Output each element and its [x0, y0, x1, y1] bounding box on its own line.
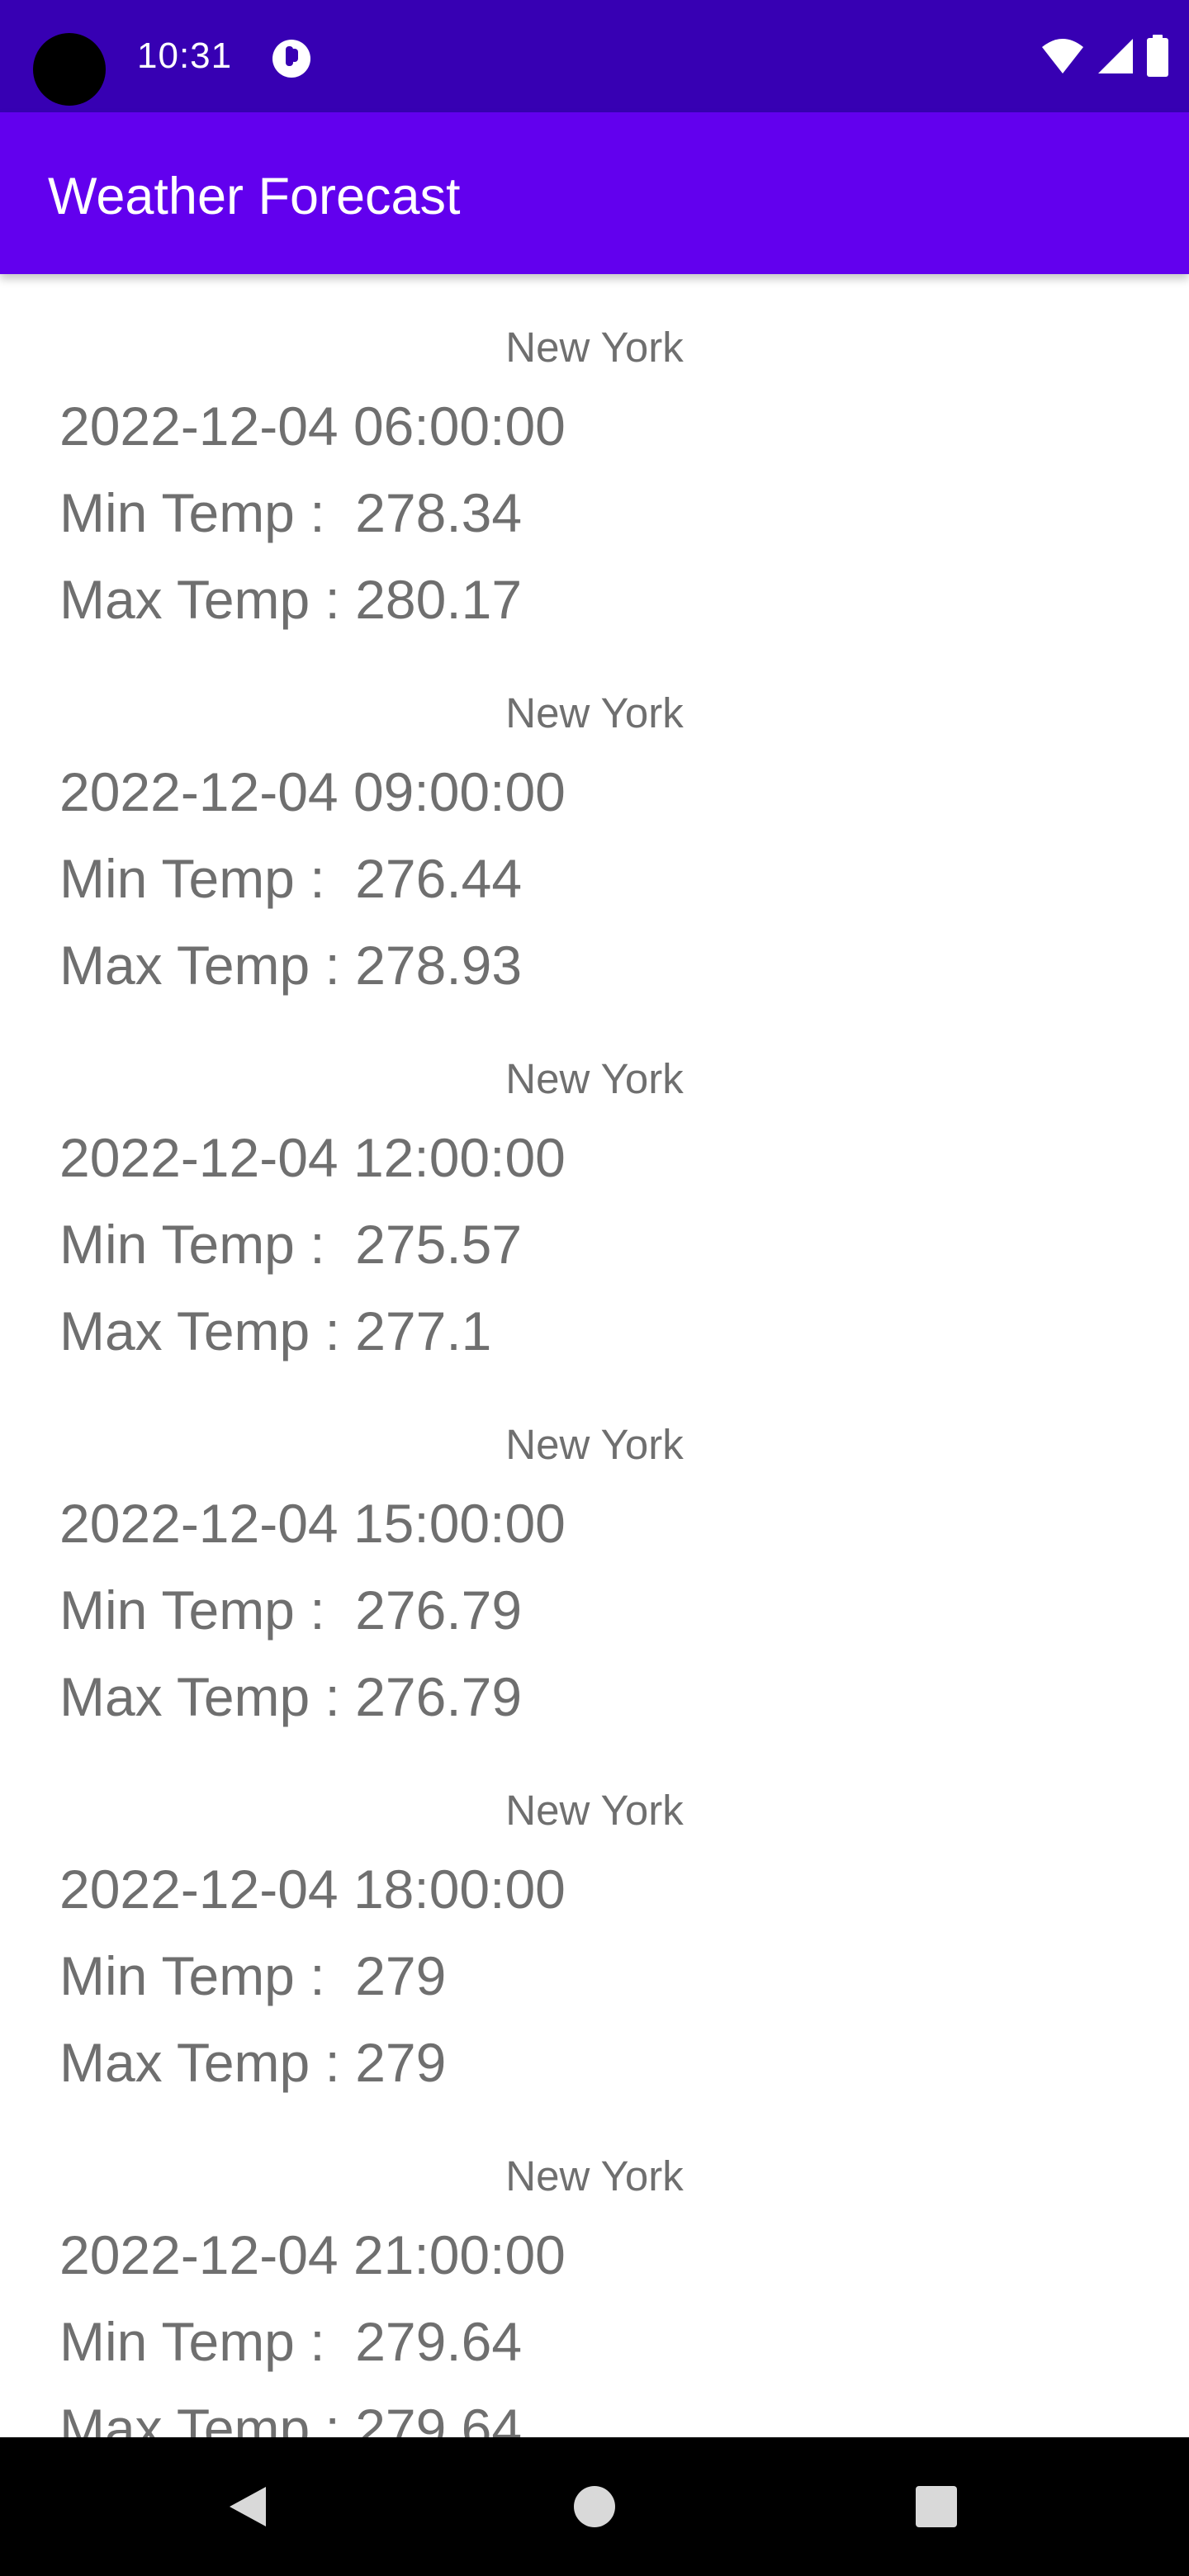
min-temp: Min Temp : 279.64: [59, 2311, 523, 2372]
city-name: New York: [505, 324, 684, 371]
cell-signal-icon: [1098, 39, 1133, 73]
min-temp: Min Temp : 276.79: [59, 1579, 523, 1641]
forecast-date: 2022-12-04 15:00:00: [59, 1493, 566, 1554]
forecast-item[interactable]: New York 2022-12-04 15:00:00 Min Temp : …: [0, 1371, 1189, 1737]
status-icons: [1040, 31, 1169, 81]
max-temp: Max Temp : 279.64: [59, 2398, 523, 2437]
recents-button[interactable]: [854, 2437, 1019, 2576]
min-temp: Min Temp : 276.44: [59, 848, 523, 909]
forecast-list[interactable]: New York 2022-12-04 06:00:00 Min Temp : …: [0, 274, 1189, 2437]
forecast-date: 2022-12-04 21:00:00: [59, 2224, 566, 2285]
forecast-item[interactable]: New York 2022-12-04 21:00:00 Min Temp : …: [0, 2103, 1189, 2437]
forecast-item[interactable]: New York 2022-12-04 09:00:00 Min Temp : …: [0, 640, 1189, 1006]
max-temp: Max Temp : 277.1: [59, 1300, 492, 1361]
app-title: Weather Forecast: [48, 168, 461, 225]
max-temp: Max Temp : 278.93: [59, 935, 523, 996]
status-time: 10:31: [137, 36, 233, 76]
status-bar: 10:31: [0, 0, 1189, 112]
back-button[interactable]: [165, 2437, 330, 2576]
forecast-item[interactable]: New York 2022-12-04 06:00:00 Min Temp : …: [0, 274, 1189, 640]
max-temp: Max Temp : 276.79: [59, 1666, 523, 1727]
forecast-date: 2022-12-04 12:00:00: [59, 1127, 566, 1188]
max-temp: Max Temp : 280.17: [59, 569, 523, 630]
forecast-date: 2022-12-04 18:00:00: [59, 1859, 566, 1920]
back-icon: [230, 2487, 266, 2526]
app-bar: Weather Forecast: [0, 112, 1189, 274]
max-temp: Max Temp : 279: [59, 2032, 447, 2093]
home-icon: [574, 2486, 615, 2527]
battery-icon: [1147, 35, 1168, 77]
city-name: New York: [505, 689, 684, 736]
city-name: New York: [505, 1787, 684, 1834]
min-temp: Min Temp : 275.57: [59, 1214, 523, 1275]
city-name: New York: [505, 2152, 684, 2200]
forecast-date: 2022-12-04 06:00:00: [59, 395, 566, 457]
forecast-item[interactable]: New York 2022-12-04 12:00:00 Min Temp : …: [0, 1006, 1189, 1371]
app-notification-icon: [272, 40, 310, 78]
city-name: New York: [505, 1055, 684, 1102]
min-temp: Min Temp : 279: [59, 1945, 447, 2006]
wifi-icon: [1042, 39, 1083, 73]
min-temp: Min Temp : 278.34: [59, 482, 523, 543]
home-button[interactable]: [512, 2437, 677, 2576]
city-name: New York: [505, 1421, 684, 1468]
recents-icon: [916, 2486, 957, 2527]
navigation-bar: [0, 2437, 1189, 2576]
camera-cutout: [33, 33, 106, 106]
forecast-item[interactable]: New York 2022-12-04 18:00:00 Min Temp : …: [0, 1737, 1189, 2103]
forecast-date: 2022-12-04 09:00:00: [59, 761, 566, 822]
